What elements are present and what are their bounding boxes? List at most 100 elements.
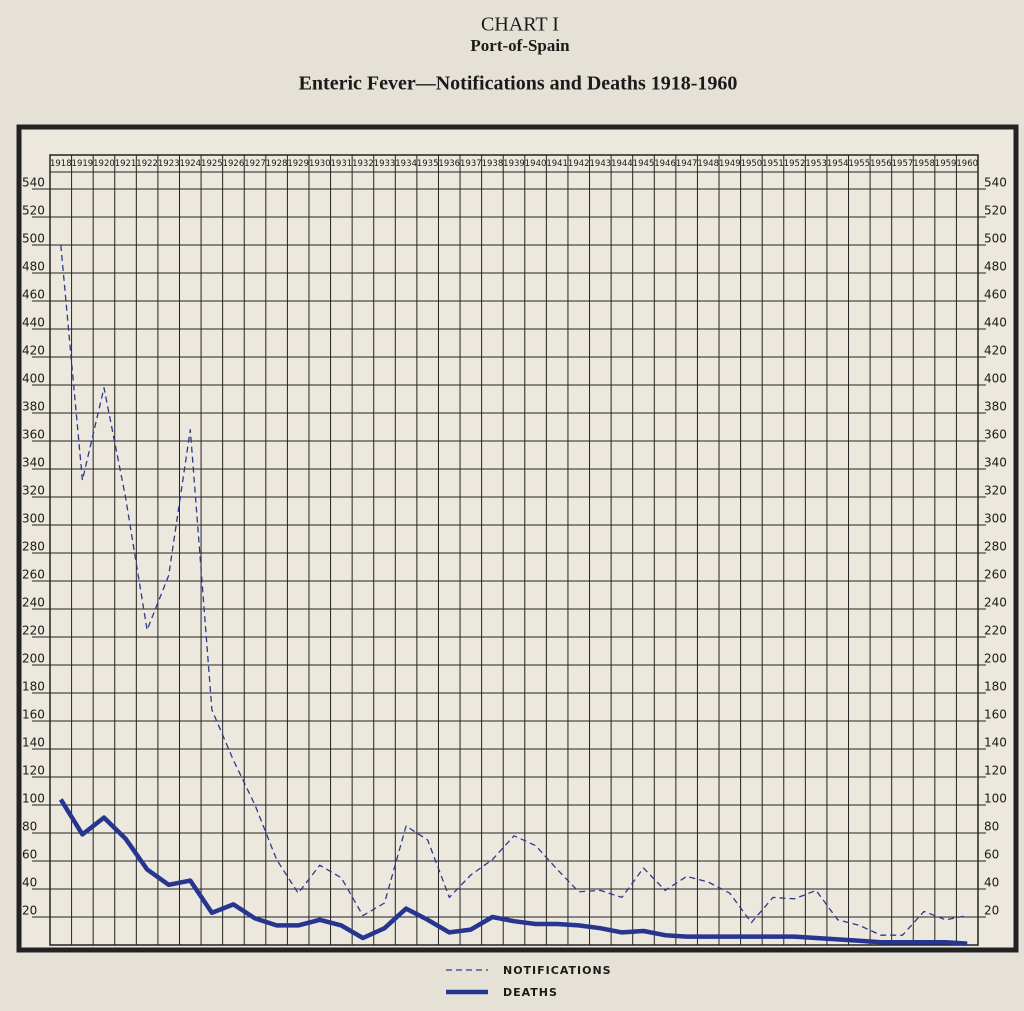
x-tick-label: 1953 [805,159,827,169]
x-tick-label: 1942 [568,159,590,169]
y-tick-label: 300 [22,512,45,526]
y-tick-label: 400 [22,372,45,386]
y-tick-label-right: 180 [984,680,1007,694]
y-tick-label: 20 [22,904,37,918]
y-tick-label: 80 [22,820,37,834]
legend-label: DEATHS [503,986,558,999]
y-tick-label: 420 [22,344,45,358]
y-tick-label: 180 [22,680,45,694]
y-tick-label-right: 160 [984,708,1007,722]
y-tick-label: 40 [22,876,37,890]
y-tick-label: 140 [22,736,45,750]
y-tick-label-right: 200 [984,652,1007,666]
x-tick-label: 1918 [50,159,72,169]
x-tick-label: 1934 [395,159,417,169]
y-tick-label-right: 360 [984,428,1007,442]
y-tick-label-right: 220 [984,624,1007,638]
plot-background [49,154,979,946]
y-tick-label: 340 [22,456,45,470]
y-tick-label: 220 [22,624,45,638]
x-tick-label: 1926 [223,159,245,169]
x-tick-label: 1952 [784,159,806,169]
y-tick-label-right: 500 [984,232,1007,246]
x-tick-label: 1957 [892,159,914,169]
x-tick-label: 1920 [93,159,115,169]
x-tick-label: 1947 [676,159,698,169]
chart-heading: Enteric Fever—Notifications and Deaths 1… [299,73,738,95]
y-tick-label-right: 520 [984,204,1007,218]
y-tick-label-right: 480 [984,260,1007,274]
x-tick-label: 1933 [374,159,396,169]
x-tick-label: 1935 [417,159,439,169]
y-tick-label-right: 400 [984,372,1007,386]
y-tick-label-right: 540 [984,176,1007,190]
x-tick-label: 1950 [741,159,763,169]
x-tick-label: 1946 [654,159,676,169]
y-tick-label: 200 [22,652,45,666]
x-tick-label: 1932 [352,159,374,169]
y-tick-label: 60 [22,848,37,862]
y-tick-label: 260 [22,568,45,582]
series-line [58,798,968,946]
x-tick-label: 1927 [244,159,266,169]
y-tick-label-right: 100 [984,792,1007,806]
x-tick-label: 1940 [525,159,547,169]
x-tick-label: 1958 [913,159,935,169]
y-tick-label-right: 380 [984,400,1007,414]
y-tick-label-right: 80 [984,820,999,834]
y-tick-label-right: 420 [984,344,1007,358]
y-tick-label: 440 [22,316,45,330]
frame [16,124,1019,953]
legend-label: NOTIFICATIONS [503,964,612,977]
x-tick-label: 1922 [136,159,158,169]
x-tick-label: 1930 [309,159,331,169]
y-tick-label: 280 [22,540,45,554]
y-tick-label-right: 260 [984,568,1007,582]
y-tick-label: 500 [22,232,45,246]
x-tick-label: 1948 [697,159,719,169]
y-tick-label-right: 460 [984,288,1007,302]
x-tick-label: 1925 [201,159,223,169]
chart-subtitle: Port-of-Spain [470,36,570,55]
y-tick-label-right: 320 [984,484,1007,498]
y-tick-label: 540 [22,176,45,190]
y-tick-label: 100 [22,792,45,806]
x-tick-label: 1931 [331,159,353,169]
y-tick-label-right: 440 [984,316,1007,330]
y-tick-label-right: 20 [984,904,999,918]
x-tick-label: 1919 [72,159,94,169]
y-tick-label: 360 [22,428,45,442]
chart-title: CHART I [481,14,559,36]
x-tick-label: 1951 [762,159,784,169]
y-tick-label-right: 240 [984,596,1007,610]
y-tick-label-right: 300 [984,512,1007,526]
y-tick-label-right: 340 [984,456,1007,470]
y-tick-label: 160 [22,708,45,722]
x-tick-label: 1960 [956,159,978,169]
y-tick-label: 240 [22,596,45,610]
x-tick-label: 1955 [848,159,870,169]
x-tick-label: 1959 [935,159,957,169]
x-tick-label: 1954 [827,159,849,169]
series-line [60,244,968,936]
y-tick-label: 520 [22,204,45,218]
y-tick-label-right: 280 [984,540,1007,554]
y-tick-label: 460 [22,288,45,302]
x-tick-label: 1923 [158,159,180,169]
x-tick-label: 1944 [611,159,633,169]
x-tick-label: 1924 [179,159,201,169]
x-tick-label: 1939 [503,159,525,169]
x-tick-label: 1929 [287,159,309,169]
x-tick-label: 1956 [870,159,892,169]
y-tick-label-right: 60 [984,848,999,862]
y-tick-label-right: 40 [984,876,999,890]
x-tick-label: 1941 [546,159,568,169]
y-tick-label: 480 [22,260,45,274]
x-tick-label: 1949 [719,159,741,169]
y-tick-label-right: 140 [984,736,1007,750]
y-tick-label-right: 120 [984,764,1007,778]
x-tick-label: 1936 [438,159,460,169]
x-tick-label: 1937 [460,159,482,169]
x-tick-label: 1928 [266,159,288,169]
